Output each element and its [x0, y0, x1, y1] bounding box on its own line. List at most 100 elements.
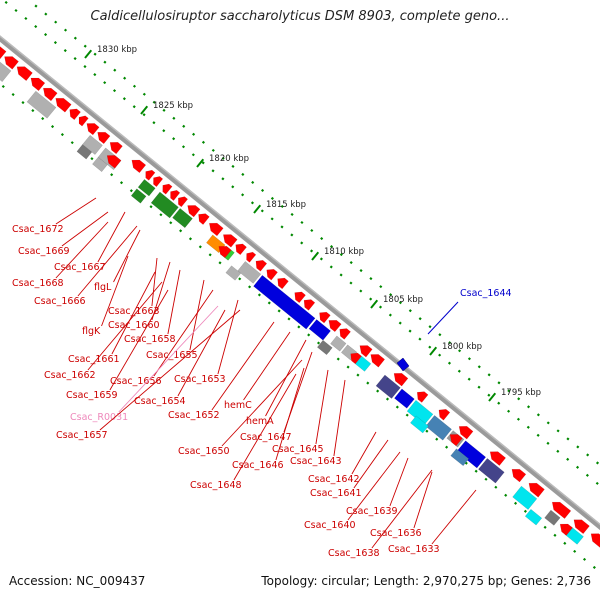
- gene-label: Csac_1640: [304, 520, 356, 531]
- leader-line: [427, 301, 459, 335]
- accession-text: Accession: NC_009437: [9, 574, 146, 588]
- gene-arrow: [370, 354, 386, 368]
- gene-label: Csac_1654: [134, 396, 186, 407]
- gene-arrow: [162, 183, 173, 195]
- leader-line: [109, 289, 169, 391]
- gene-arrow: [4, 56, 19, 70]
- gene-box: [225, 265, 242, 281]
- gene-label: Csac_1638: [328, 548, 380, 559]
- gene-box: [130, 188, 147, 204]
- gene-label: flgL: [94, 282, 112, 293]
- gene-label: Csac_1642: [308, 474, 360, 485]
- gene-label: Csac_1650: [178, 446, 230, 457]
- gene-label: hemC: [224, 400, 252, 411]
- gene-arrow: [97, 131, 111, 145]
- gene-arrow: [328, 320, 342, 333]
- gene-box: [76, 144, 93, 160]
- gene-arrow: [109, 142, 123, 155]
- leader-line: [55, 221, 109, 279]
- genome-summary-text: Topology: circular; Length: 2,970,275 bp…: [261, 574, 591, 588]
- gene-box: [308, 319, 331, 341]
- gene-label: Csac_1666: [34, 296, 86, 307]
- leader-line: [243, 331, 291, 401]
- leader-line: [347, 451, 401, 521]
- gene-arrow: [106, 155, 122, 169]
- gene-arrow: [0, 46, 7, 60]
- leader-line: [77, 225, 138, 297]
- leader-line: [431, 489, 477, 545]
- ruler-label: 1825 kbp: [153, 101, 193, 111]
- gene-label: Csac_1668: [12, 278, 64, 289]
- gene-arrow: [187, 205, 201, 218]
- leader-line: [97, 211, 126, 263]
- ruler-tick: [196, 158, 205, 168]
- gene-arrow: [489, 451, 507, 466]
- leader-line: [217, 299, 239, 375]
- gene-label: Csac_1659: [66, 390, 118, 401]
- gene-arrow: [303, 299, 316, 311]
- ruler-tick: [140, 105, 149, 115]
- ruler-label: 1795 kbp: [501, 388, 541, 398]
- gene-box: [425, 415, 452, 441]
- gene-label: flgK: [82, 326, 101, 337]
- gene-box: [92, 156, 108, 173]
- gene-arrow: [131, 159, 147, 174]
- leader-line: [111, 271, 156, 355]
- gene-label: Csac_1667: [54, 262, 106, 273]
- gene-label: Csac_1644: [460, 288, 512, 299]
- gene-arrow: [16, 66, 33, 82]
- gene-label: Csac_1652: [168, 410, 220, 421]
- gene-arrow: [218, 246, 232, 259]
- gene-label: Csac_1653: [174, 374, 226, 385]
- gene-arrow: [208, 222, 224, 237]
- gene-label: Csac_1647: [240, 432, 292, 443]
- ruler-label: 1800 kbp: [442, 342, 482, 352]
- genome-backbone: [0, 35, 600, 531]
- gene-label: Csac_1658: [124, 334, 176, 345]
- ruler-label: 1805 kbp: [383, 295, 423, 305]
- gene-box: [26, 90, 57, 119]
- gene-arrow: [590, 533, 600, 548]
- gene-arrow: [255, 260, 268, 272]
- ruler-tick: [84, 49, 93, 59]
- gene-arrow: [294, 291, 306, 304]
- ruler-tick: [429, 346, 438, 356]
- gene-label: Csac_R0031: [70, 412, 128, 423]
- leader-line: [101, 255, 129, 327]
- leader-line: [371, 469, 433, 549]
- gene-box: [544, 509, 561, 526]
- gene-arrow: [178, 196, 189, 208]
- ruler-tick: [311, 251, 320, 261]
- gene-arrow: [69, 108, 81, 121]
- gene-label: Csac_1662: [44, 370, 96, 381]
- gene-arrow: [153, 176, 164, 188]
- gene-arrow: [235, 243, 247, 256]
- gene-label: Csac_1661: [68, 354, 120, 365]
- gene-box: [478, 458, 505, 484]
- ruler-label: 1830 kbp: [97, 45, 137, 55]
- leader-line: [99, 309, 241, 431]
- gene-label: Csac_1641: [310, 488, 362, 499]
- gene-label: Csac_1646: [232, 460, 284, 471]
- leader-line: [61, 211, 109, 247]
- leader-line: [55, 197, 97, 225]
- gene-arrow: [359, 345, 373, 358]
- gene-arrow: [55, 97, 72, 113]
- gene-arrow: [350, 352, 362, 365]
- gene-box: [524, 508, 543, 526]
- gene-box: [237, 261, 262, 284]
- ruler-label: 1810 kbp: [324, 247, 364, 257]
- gene-box: [456, 440, 487, 469]
- ruler-dotted-track: [4, 0, 600, 488]
- gene-label: Csac_1656: [110, 376, 162, 387]
- gene-arrow: [42, 87, 58, 102]
- gene-label: Csac_1672: [12, 224, 64, 235]
- gene-box: [330, 335, 347, 352]
- gene-arrow: [559, 523, 573, 536]
- ruler-tick: [488, 392, 497, 402]
- gene-label: Csac_1657: [56, 430, 108, 441]
- gene-label: Csac_1669: [18, 246, 70, 257]
- gene-arrow: [573, 519, 590, 535]
- gene-arrow: [449, 434, 463, 447]
